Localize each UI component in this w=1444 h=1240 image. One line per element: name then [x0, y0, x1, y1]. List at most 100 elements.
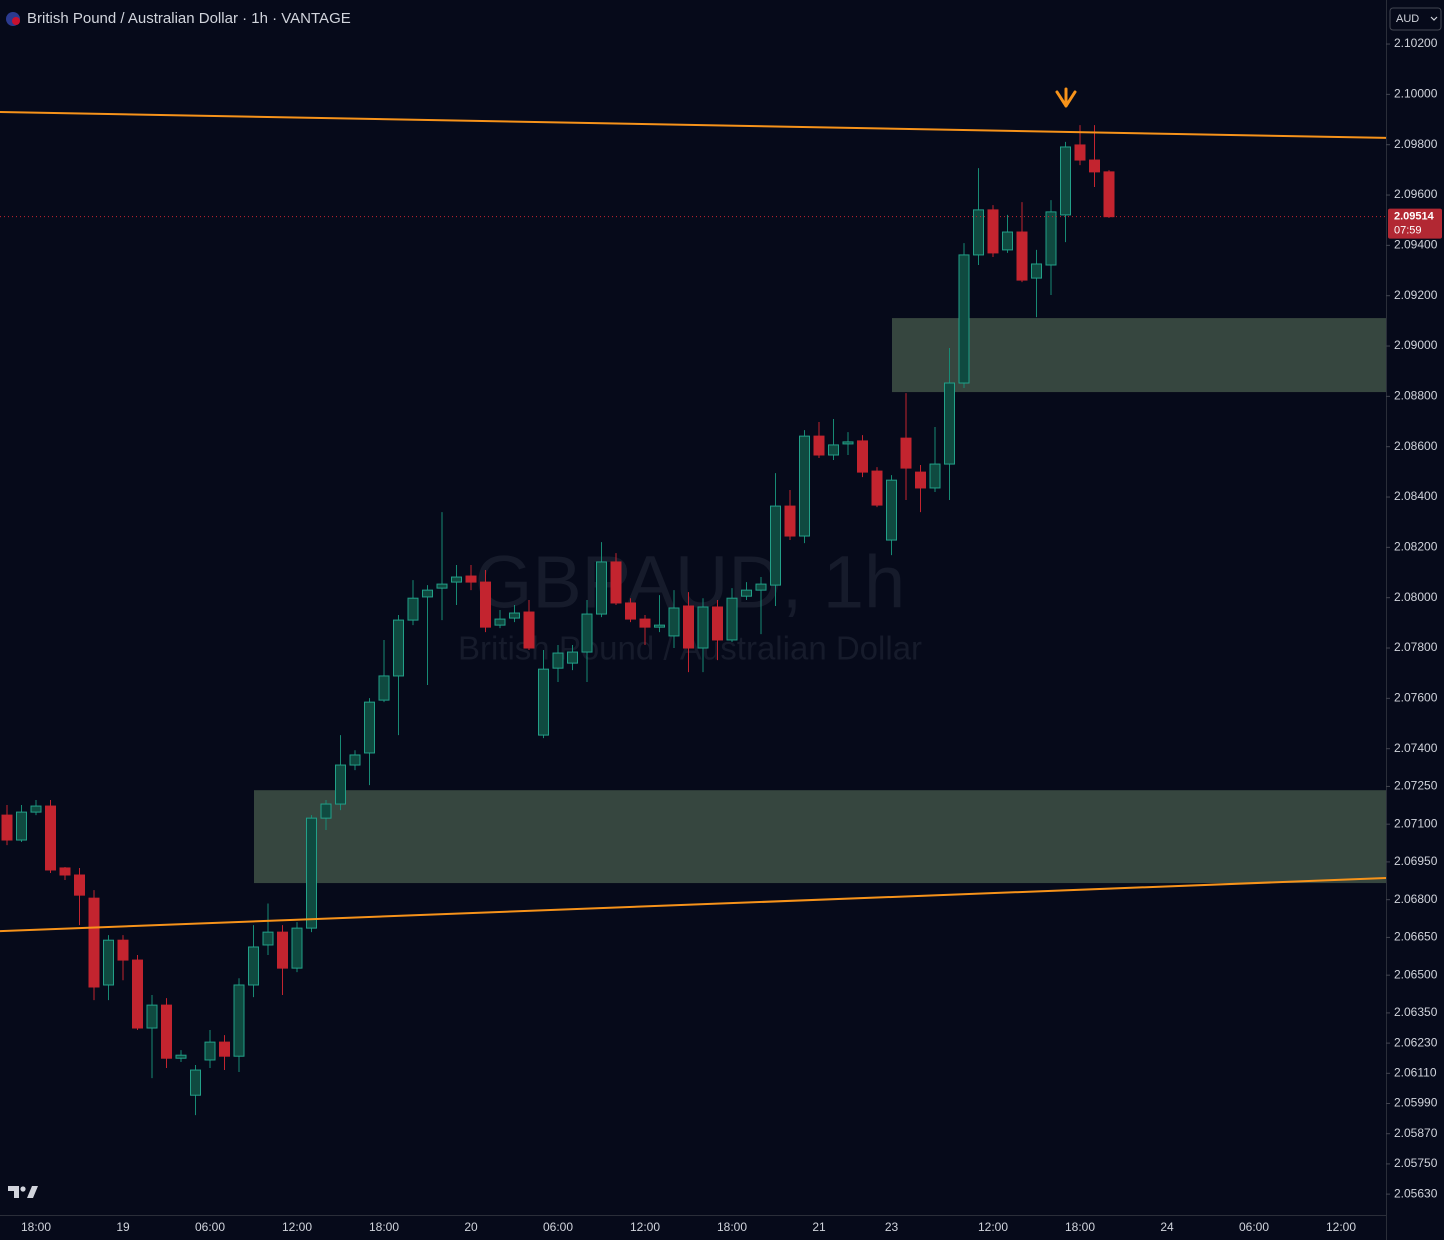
candle-body [552, 652, 564, 669]
y-tick-label: 2.09200 [1394, 288, 1438, 302]
arrow-annotation [1055, 87, 1077, 108]
candle-body [494, 618, 506, 626]
y-tick-label: 2.06650 [1394, 930, 1438, 944]
candle-body [741, 589, 752, 597]
zone [254, 790, 1386, 884]
y-tick-label: 2.05750 [1394, 1156, 1438, 1170]
logo-part [8, 1186, 19, 1198]
candle-body [175, 1054, 187, 1059]
candle-body [915, 471, 926, 489]
candle-body [1060, 146, 1071, 216]
y-tick-label: 2.08400 [1394, 489, 1438, 503]
candle-body [248, 946, 259, 986]
candle-body [407, 597, 419, 621]
candle-body [712, 606, 723, 641]
candle-body [799, 435, 810, 537]
trendline [0, 877, 1387, 933]
logo-part [27, 1186, 38, 1198]
currency-button-frame[interactable] [1389, 7, 1442, 31]
plot-area [0, 110, 1387, 1116]
candle-body [871, 470, 883, 506]
x-tick-label: 18:00 [717, 1220, 747, 1234]
trendline [0, 110, 1387, 139]
y-tick-label: 2.06500 [1394, 967, 1438, 981]
countdown-label: 07:59 [1394, 225, 1422, 237]
zone [892, 318, 1386, 393]
x-tick-label: 23 [885, 1220, 899, 1234]
currency-button[interactable]: AUD [1389, 7, 1442, 31]
candle-body [813, 435, 825, 456]
candle-body [538, 668, 549, 736]
candle-body [1074, 144, 1086, 161]
y-tick-label: 2.06800 [1394, 892, 1438, 906]
y-tick-label: 2.09400 [1394, 238, 1438, 252]
last-price-label: 2.09514 [1394, 211, 1435, 223]
last-price-box [1388, 208, 1442, 239]
candle-body [262, 931, 274, 946]
candle-body [523, 611, 535, 649]
y-tick-label: 2.06350 [1394, 1005, 1438, 1019]
y-tick-label: 2.06230 [1394, 1035, 1438, 1049]
y-tick-label: 2.07800 [1394, 640, 1438, 654]
candle-body [436, 583, 448, 589]
candle-body [219, 1041, 230, 1057]
header: British Pound / Australian Dollar · 1h ·… [6, 10, 351, 27]
candle-body [393, 619, 404, 677]
x-tick-label: 18:00 [21, 1220, 51, 1234]
x-tick-label: 06:00 [195, 1220, 225, 1234]
candle-body [349, 754, 361, 766]
x-tick-label: 24 [1160, 1220, 1174, 1234]
x-tick-label: 06:00 [1239, 1220, 1269, 1234]
candle-body [132, 959, 143, 1029]
dropdown-chevron[interactable] [1430, 16, 1438, 21]
candle-body [625, 602, 636, 620]
candle-body [784, 505, 796, 537]
candle-body [45, 805, 56, 871]
y-tick-label: 2.09800 [1394, 137, 1438, 151]
symbol-icon-part [12, 17, 20, 25]
candle-body [320, 803, 332, 819]
y-tick-label: 2.07400 [1394, 741, 1438, 755]
candle-body [422, 589, 433, 598]
candle-body [480, 581, 491, 628]
logo-part [20, 1186, 26, 1192]
candle-body [291, 927, 303, 969]
candle-body [74, 874, 85, 896]
y-tick-label: 2.06110 [1394, 1065, 1437, 1079]
candle-body [1, 814, 13, 841]
candle-body [16, 811, 27, 841]
candle-body [726, 597, 738, 641]
candle-body [509, 612, 520, 619]
candle-body [364, 701, 375, 754]
candle-body [1089, 159, 1100, 173]
currency-label[interactable]: AUD [1396, 13, 1419, 25]
candle-body [1002, 231, 1013, 251]
candle-body [146, 1004, 158, 1029]
candle-body [103, 939, 114, 986]
candle-body [987, 209, 999, 254]
candle-body [378, 675, 390, 701]
candle-body [654, 624, 665, 628]
candle-body [1103, 171, 1115, 218]
y-tick-label: 2.05990 [1394, 1096, 1438, 1110]
candle-body [857, 440, 868, 473]
y-tick-label: 2.06950 [1394, 854, 1438, 868]
y-tick-label: 2.08200 [1394, 540, 1438, 554]
candle-body [306, 817, 317, 929]
candle-body [683, 605, 694, 649]
candle-body [277, 931, 288, 969]
y-tick-label: 2.07600 [1394, 691, 1438, 705]
candle-body [233, 984, 245, 1057]
y-tick-label: 2.07100 [1394, 816, 1438, 830]
candle-body [117, 939, 129, 961]
candle-body [610, 561, 622, 604]
candle-body [886, 479, 897, 541]
candle-body [190, 1069, 201, 1096]
y-tick-label: 2.05870 [1394, 1126, 1438, 1140]
candle-body [204, 1041, 216, 1061]
candle-body [973, 209, 984, 256]
candle-body [929, 463, 941, 489]
x-tick-label: 19 [116, 1220, 130, 1234]
candle-body [30, 805, 42, 813]
